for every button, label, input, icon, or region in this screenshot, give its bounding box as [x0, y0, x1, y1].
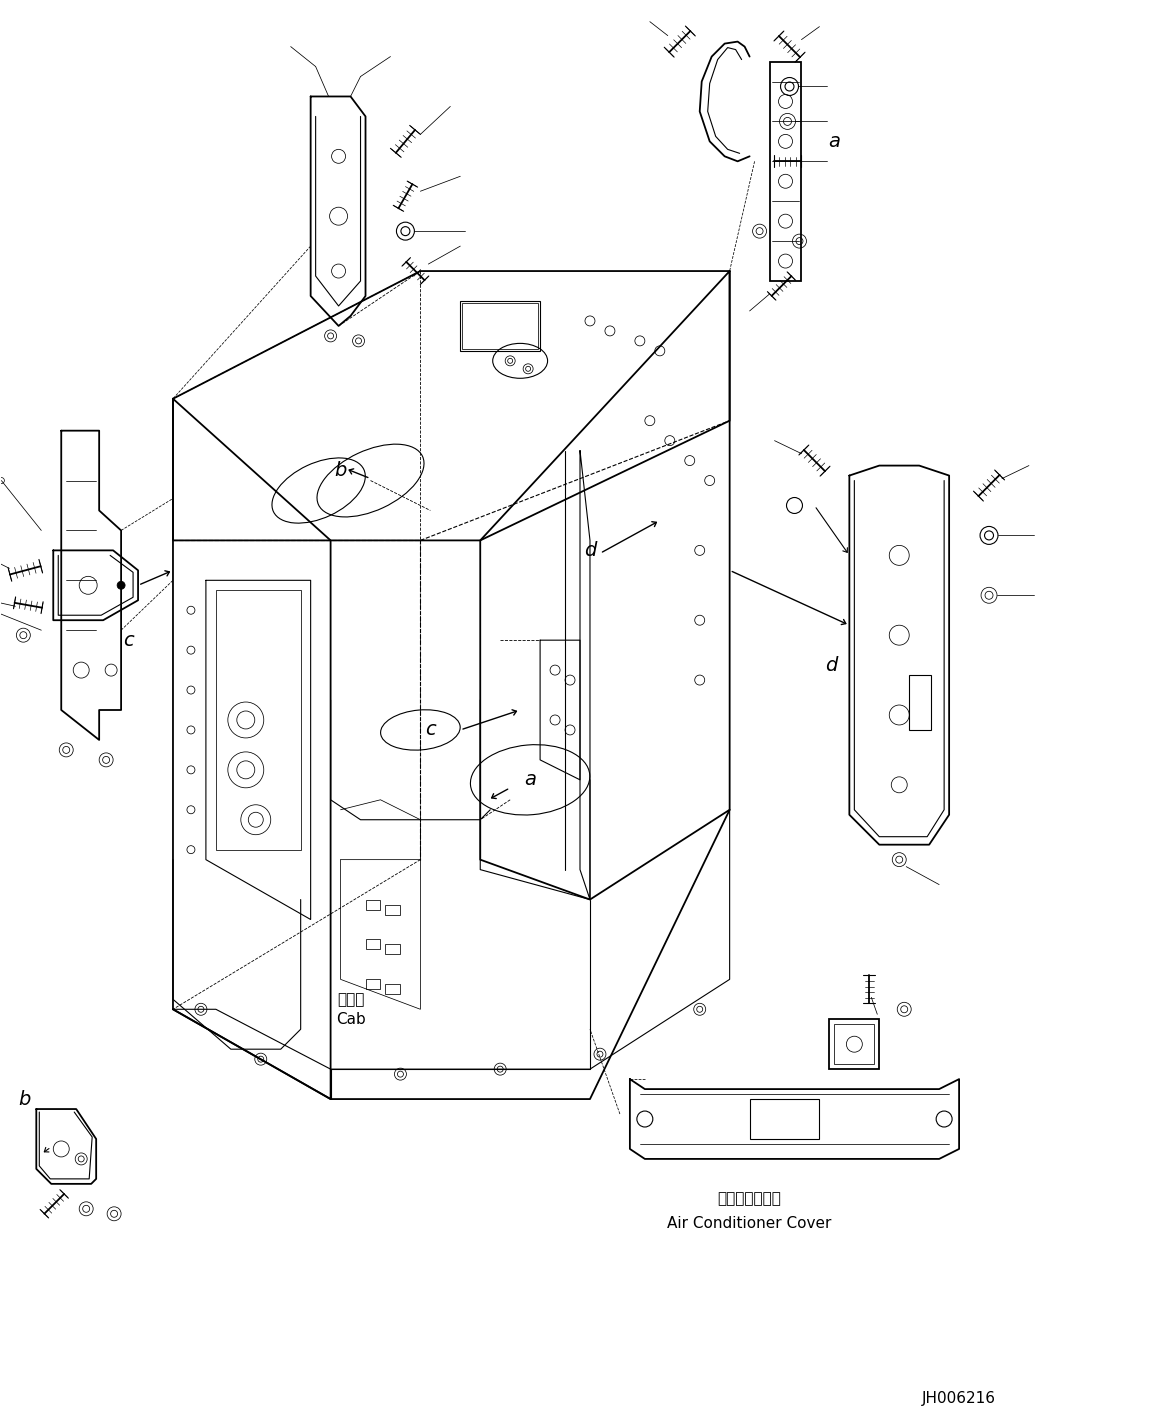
Text: b: b [335, 461, 347, 480]
Bar [365, 939, 380, 949]
Bar [365, 979, 380, 989]
Text: エアコンカバー: エアコンカバー [718, 1192, 782, 1206]
Bar [216, 590, 301, 850]
Text: d: d [584, 541, 597, 561]
Bar [461, 301, 540, 350]
Bar [829, 1019, 879, 1069]
Text: d: d [826, 656, 837, 674]
Bar [834, 1025, 875, 1064]
Text: Air Conditioner Cover: Air Conditioner Cover [668, 1216, 832, 1232]
Text: c: c [424, 721, 436, 739]
Bar [909, 675, 932, 729]
Bar [750, 1100, 820, 1139]
Bar [365, 900, 380, 910]
Circle shape [117, 582, 126, 589]
Text: Cab: Cab [336, 1012, 365, 1027]
Bar [770, 61, 801, 281]
Bar [385, 985, 400, 995]
Text: a: a [828, 132, 841, 150]
Bar [385, 945, 400, 955]
Text: b: b [19, 1090, 30, 1108]
Text: c: c [123, 630, 134, 650]
Text: キャブ: キャブ [337, 992, 364, 1007]
Bar [385, 904, 400, 914]
Text: a: a [525, 771, 536, 789]
Bar [462, 304, 538, 349]
Text: JH006216: JH006216 [922, 1391, 996, 1406]
